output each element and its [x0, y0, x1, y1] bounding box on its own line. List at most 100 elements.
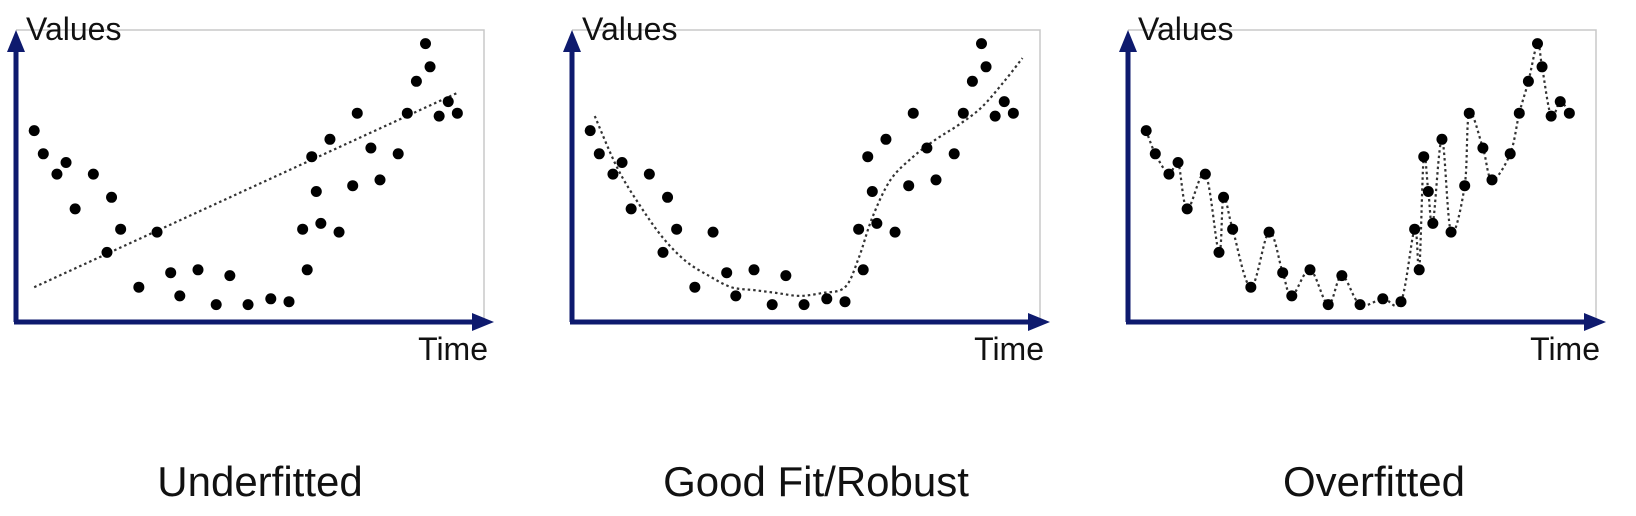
y-axis-label: Values [582, 11, 677, 47]
data-point [265, 293, 277, 305]
data-point [930, 174, 942, 186]
data-point [584, 125, 596, 137]
data-point [657, 246, 669, 258]
data-point [1354, 299, 1366, 311]
plot-frame [16, 29, 485, 322]
caption-overfitted: Overfitted [1282, 458, 1466, 505]
data-point [1445, 226, 1457, 238]
good-fit-chart: Values Time [563, 11, 1050, 367]
chart-panel-underfitted: Values Time Underfitted [0, 0, 520, 516]
data-point [1322, 299, 1334, 311]
data-point [1554, 96, 1566, 108]
data-point [60, 157, 72, 168]
data-point [1463, 107, 1475, 119]
data-point [1513, 107, 1525, 119]
data-point [721, 267, 733, 279]
data-point [998, 96, 1010, 108]
data-point [766, 299, 778, 311]
data-point [625, 203, 637, 215]
data-point [242, 299, 254, 311]
data-point [1304, 264, 1316, 276]
data-point [593, 148, 605, 160]
y-axis-arrow-icon [563, 30, 581, 52]
fit-line [593, 57, 1024, 298]
y-axis-label: Values [26, 11, 121, 47]
data-point [1199, 168, 1211, 180]
data-point [643, 168, 655, 180]
data-point [1422, 186, 1434, 197]
data-point [1486, 174, 1498, 186]
data-point [306, 151, 318, 163]
data-point [1545, 110, 1557, 122]
data-point [821, 293, 833, 305]
data-point [1245, 281, 1257, 293]
x-axis-arrow-icon [1028, 313, 1050, 331]
data-point [1218, 191, 1230, 203]
data-point [921, 142, 933, 154]
data-point [1181, 203, 1193, 215]
data-point [1263, 226, 1275, 238]
data-point [907, 107, 919, 119]
data-point [347, 180, 359, 192]
data-point [324, 133, 336, 145]
data-point [880, 133, 892, 145]
data-point [315, 217, 327, 229]
y-axis-arrow-icon [7, 30, 25, 52]
data-point [662, 191, 674, 203]
data-point [210, 299, 222, 311]
data-point [853, 223, 865, 235]
data-point [1377, 293, 1389, 305]
data-point [351, 107, 363, 119]
data-point [1522, 75, 1534, 87]
fit-line [33, 91, 458, 289]
data-point [1227, 223, 1239, 235]
y-axis-arrow-icon [1119, 30, 1137, 52]
data-point [798, 299, 810, 311]
data-point [862, 151, 874, 163]
data-point [730, 290, 742, 302]
data-point [133, 281, 145, 293]
data-point [1007, 107, 1019, 119]
x-axis-label: Time [418, 331, 488, 367]
data-point [866, 186, 878, 197]
data-point [607, 168, 619, 180]
data-point [616, 157, 628, 168]
data-point [420, 38, 431, 50]
data-point [401, 107, 413, 119]
data-point [989, 110, 1001, 122]
x-axis-label: Time [974, 331, 1044, 367]
data-point [948, 148, 960, 160]
data-point [28, 125, 40, 137]
data-point [51, 168, 63, 180]
data-point [424, 61, 436, 73]
y-axis-label: Values [1138, 11, 1233, 47]
data-point [301, 264, 313, 276]
data-point [707, 226, 719, 238]
data-point [451, 107, 463, 119]
data-point [224, 270, 236, 282]
data-point [966, 75, 978, 87]
chart-panel-good-fit: Values Time Good Fit/Robust [556, 0, 1076, 516]
data-point [106, 191, 118, 203]
data-point [374, 174, 386, 186]
data-point [1413, 264, 1425, 276]
data-point [1532, 38, 1543, 50]
data-point [980, 61, 992, 73]
data-point [297, 223, 309, 235]
data-point [1172, 157, 1184, 168]
data-point [957, 107, 969, 119]
data-point [1477, 142, 1489, 154]
x-axis-arrow-icon [1584, 313, 1606, 331]
data-point [165, 267, 177, 279]
data-point [780, 270, 792, 282]
data-point [839, 296, 851, 308]
data-point [1504, 148, 1516, 160]
data-point [1459, 180, 1471, 192]
data-point [442, 96, 454, 108]
caption-underfitted: Underfitted [157, 458, 363, 505]
data-point [433, 110, 445, 122]
data-point [283, 296, 295, 308]
data-point [1286, 290, 1298, 302]
caption-good-fit: Good Fit/Robust [663, 458, 969, 505]
data-point [174, 290, 186, 302]
